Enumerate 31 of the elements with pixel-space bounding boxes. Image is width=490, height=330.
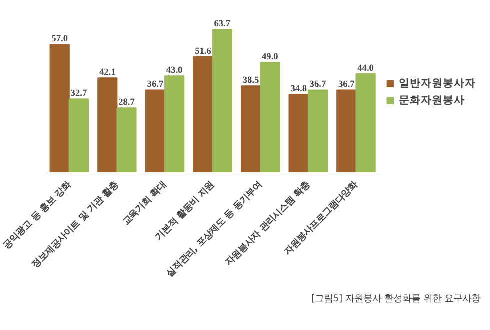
legend-label: 일반자원봉사자 (399, 76, 476, 90)
bar (288, 94, 309, 172)
bar (98, 78, 118, 172)
bar (145, 90, 166, 172)
data-label: 28.7 (118, 98, 136, 108)
data-label: 36.7 (310, 80, 326, 90)
bar (193, 56, 214, 172)
data-label: 51.6 (195, 46, 212, 57)
legend-label: 문화자원봉사 (399, 94, 465, 108)
data-label: 36.7 (147, 80, 164, 90)
data-label: 34.8 (290, 84, 308, 94)
bar (336, 90, 357, 172)
bar (50, 44, 70, 172)
data-label: 42.1 (99, 68, 116, 78)
data-label: 49.0 (262, 52, 279, 63)
data-label: 43.0 (166, 66, 184, 76)
data-label: 32.7 (70, 89, 88, 100)
data-label: 36.7 (338, 80, 356, 90)
data-label: 57.0 (52, 34, 68, 45)
data-label: 44.0 (358, 64, 374, 74)
bar (308, 90, 328, 172)
data-label: 38.5 (242, 76, 260, 86)
bar (356, 73, 376, 172)
bar (260, 62, 280, 172)
bar (240, 86, 262, 172)
bar (68, 98, 90, 172)
bar (116, 108, 137, 172)
bar (212, 29, 232, 172)
text: [그림5] 자원봉사 활성화를 위한 요구사항 (311, 294, 481, 304)
data-label: 63.7 (214, 20, 231, 30)
bar (164, 76, 185, 172)
